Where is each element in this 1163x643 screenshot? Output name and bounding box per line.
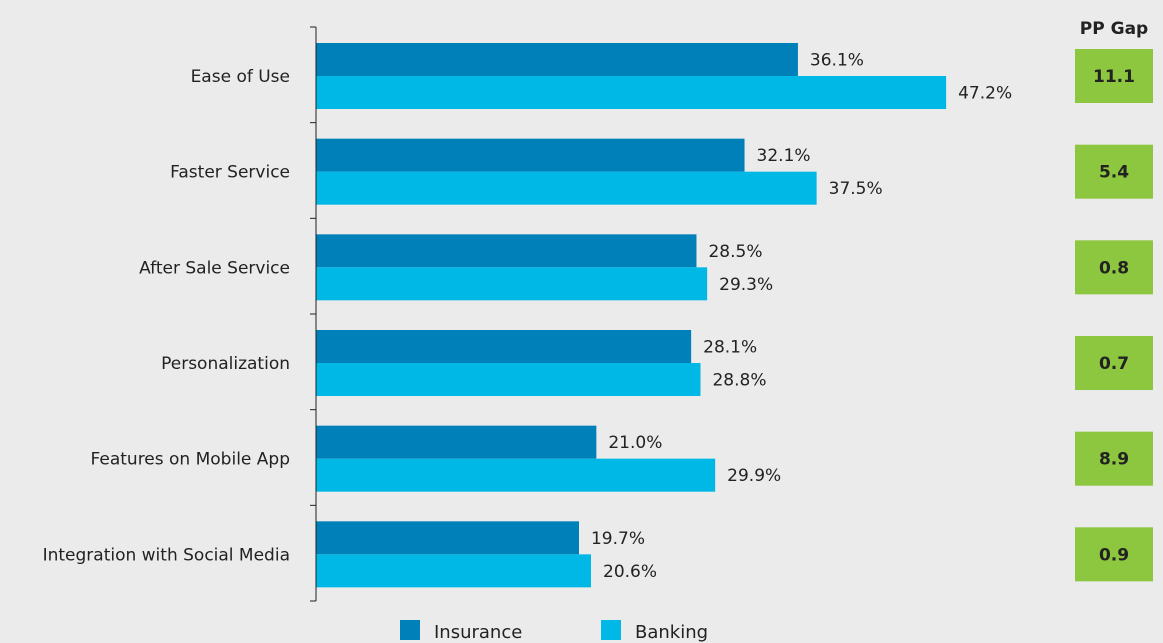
data-label-insurance-faster-service: 32.1% <box>757 146 811 166</box>
data-label-insurance-ease-of-use: 36.1% <box>810 51 864 71</box>
pp-gap-box-personalization <box>1075 336 1153 390</box>
data-label-banking-ease-of-use: 47.2% <box>958 84 1012 104</box>
bar-banking-faster-service <box>316 171 817 205</box>
data-label-insurance-personalization: 28.1% <box>703 338 757 358</box>
data-label-banking-features-on-mobile-app: 29.9% <box>727 466 781 486</box>
category-label-ease-of-use: Ease of Use <box>191 67 290 87</box>
bar-insurance-ease-of-use <box>316 43 798 76</box>
pp-gap-box-features-on-mobile-app <box>1075 431 1153 486</box>
pp-gap-value-personalization: 0.7 <box>1099 354 1129 374</box>
bar-insurance-features-on-mobile-app <box>316 425 597 459</box>
pp-gap-value-features-on-mobile-app: 8.9 <box>1099 450 1129 470</box>
category-label-after-sale-service: After Sale Service <box>139 258 290 278</box>
data-label-banking-integration-with-social-media: 20.6% <box>603 562 657 582</box>
legend-swatch-banking <box>601 620 621 640</box>
legend-label-banking: Banking <box>635 622 708 643</box>
legend-label-insurance: Insurance <box>434 622 522 643</box>
category-label-personalization: Personalization <box>161 354 290 374</box>
data-label-insurance-integration-with-social-media: 19.7% <box>591 529 645 549</box>
legend-swatch-insurance <box>400 620 420 640</box>
bar-banking-ease-of-use <box>316 76 947 109</box>
bar-insurance-personalization <box>316 330 692 363</box>
pp-gap-box-after-sale-service <box>1075 240 1153 295</box>
pp-gap-value-ease-of-use: 11.1 <box>1093 67 1135 87</box>
category-axis: Ease of Use Faster Service After Sale Serv… <box>43 26 317 602</box>
data-label-banking-personalization: 28.8% <box>712 371 766 391</box>
data-label-banking-after-sale-service: 29.3% <box>719 275 773 295</box>
bars-layer <box>316 43 947 588</box>
bar-banking-integration-with-social-media <box>316 554 592 588</box>
labels-layer: 36.1% 47.2% 32.1% 37.5% 28.5% 29.3% 28.1% 28.8%… <box>591 51 1012 582</box>
pp-gap-column: 11.1 5.4 0.8 0.7 8.9 0.9 PP Gap <box>1075 19 1153 582</box>
bar-banking-personalization <box>316 363 701 396</box>
data-label-banking-faster-service: 37.5% <box>829 179 883 199</box>
category-label-integration-with-social-media: Integration with Social Media <box>43 545 290 565</box>
category-label-features-on-mobile-app: Features on Mobile App <box>91 450 290 470</box>
pp-gap-box-ease-of-use <box>1075 49 1153 103</box>
pp-gap-box-integration-with-social-media <box>1075 527 1153 582</box>
bar-insurance-after-sale-service <box>316 234 697 268</box>
data-label-insurance-after-sale-service: 28.5% <box>708 242 762 262</box>
data-label-insurance-features-on-mobile-app: 21.0% <box>608 433 662 453</box>
category-label-faster-service: Faster Service <box>170 163 290 183</box>
pp-gap-value-integration-with-social-media: 0.9 <box>1099 545 1129 565</box>
bar-banking-features-on-mobile-app <box>316 458 716 492</box>
legend: Insurance Banking <box>400 620 708 643</box>
bar-banking-after-sale-service <box>316 267 708 301</box>
pp-gap-box-faster-service <box>1075 144 1153 199</box>
bar-insurance-faster-service <box>316 138 745 172</box>
pp-gap-header: PP Gap <box>1080 19 1148 39</box>
bar-insurance-integration-with-social-media <box>316 521 579 555</box>
pp-gap-value-faster-service: 5.4 <box>1099 163 1129 183</box>
pp-gap-value-after-sale-service: 0.8 <box>1099 258 1129 278</box>
